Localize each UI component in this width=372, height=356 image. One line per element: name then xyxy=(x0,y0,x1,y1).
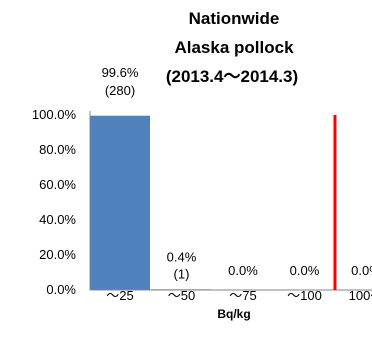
x-tick-label: ～25 xyxy=(106,288,133,303)
data-label-value: 0.0% xyxy=(228,263,258,278)
y-tick-label: 40.0% xyxy=(39,212,76,227)
chart-title-line-2: Alaska pollock xyxy=(174,38,294,57)
y-tick-label: 60.0% xyxy=(39,177,76,192)
y-tick-label: 0.0% xyxy=(46,282,76,297)
data-label-value: 0.4% xyxy=(167,249,197,264)
data-label-value: 99.6% xyxy=(102,65,139,80)
data-label-count: (280) xyxy=(105,83,135,98)
chart-title-line-1: Nationwide xyxy=(189,9,280,28)
y-tick-label: 100.0% xyxy=(32,107,77,122)
x-tick-label: ～75 xyxy=(229,288,256,303)
plot-area: 0.0% 20.0% 40.0% 60.0% 80.0% 100.0% 99.6% (280)… xyxy=(32,65,372,303)
x-tick-label: 100～ xyxy=(349,288,372,303)
chart-title-line-3: (2013.4～2014.3) xyxy=(166,67,298,86)
bar xyxy=(90,115,150,290)
x-tick-label: ～100 xyxy=(287,288,322,303)
x-axis-label: Bq/kg xyxy=(217,307,250,321)
data-label-count: (1) xyxy=(174,266,190,281)
y-tick-label: 20.0% xyxy=(39,247,76,262)
y-tick-label: 80.0% xyxy=(39,142,76,157)
data-label-value: 0.0% xyxy=(351,263,372,278)
data-label-value: 0.0% xyxy=(290,263,320,278)
x-tick-label: ～50 xyxy=(168,288,195,303)
